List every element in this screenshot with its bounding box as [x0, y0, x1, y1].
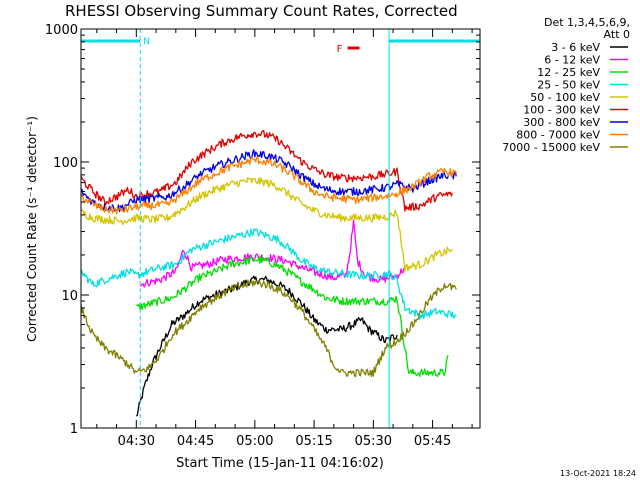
legend-label: 6 - 12 keV [544, 54, 600, 67]
y-tick-label: 1 [70, 422, 78, 437]
legend-header-line-1: Det 1,3,4,5,6,9, [544, 16, 630, 29]
series-line-6-12-kev [139, 219, 406, 288]
x-tick-label: 04:30 [118, 434, 155, 449]
plot-area: N F 1 10 100 1000 04:30 04:45 05:00 05:15 05:30 05:… [45, 23, 481, 449]
series-line-7000-15000-kev [80, 279, 457, 378]
x-tick-label: 05:00 [236, 434, 273, 449]
series-line-25-50-kev [80, 228, 457, 320]
legend-label: 25 - 50 keV [537, 79, 600, 92]
footer-timestamp: 13-Oct-2021 18:24 [560, 469, 636, 478]
legend-label: 50 - 100 keV [530, 91, 600, 104]
series-line-300-800-kev [80, 149, 457, 212]
night-bar-label: N [143, 37, 150, 47]
y-tick-label: 100 [53, 156, 78, 171]
y-axis-label: Corrected Count Rate (s⁻¹ detector⁻¹) [25, 116, 39, 342]
y-tick-label: 10 [61, 289, 78, 304]
axes-frame [80, 28, 481, 429]
series-line-800-7000-kev [80, 156, 457, 215]
y-tick-label: 1000 [45, 23, 78, 38]
series-line-3-6-kev [135, 275, 398, 417]
x-tick-label: 05:30 [355, 434, 392, 449]
legend-label: 300 - 800 keV [523, 116, 600, 129]
legend-label: 7000 - 15000 keV [502, 141, 600, 154]
legend-label: 3 - 6 keV [551, 41, 600, 54]
flare-bar-label: F [337, 44, 343, 55]
chart-title: RHESSI Observing Summary Count Rates, Co… [65, 2, 458, 20]
x-tick-label: 05:15 [295, 434, 332, 449]
series-line-50-100-kev [80, 177, 453, 273]
series-line-12-25-kev [135, 256, 449, 378]
legend-label: 12 - 25 keV [537, 66, 600, 79]
legend-label: 100 - 300 keV [523, 104, 600, 117]
x-tick-label: 04:45 [177, 434, 214, 449]
series-line-100-300-kev [80, 130, 453, 212]
legend-header: Det 1,3,4,5,6,9, Att 0 [544, 16, 630, 41]
legend-header-line-2: Att 0 [604, 28, 630, 41]
x-tick-label: 05:45 [414, 434, 451, 449]
legend-label: 800 - 7000 keV [516, 129, 600, 142]
x-axis-label: Start Time (15-Jan-11 04:16:02) [176, 456, 384, 471]
